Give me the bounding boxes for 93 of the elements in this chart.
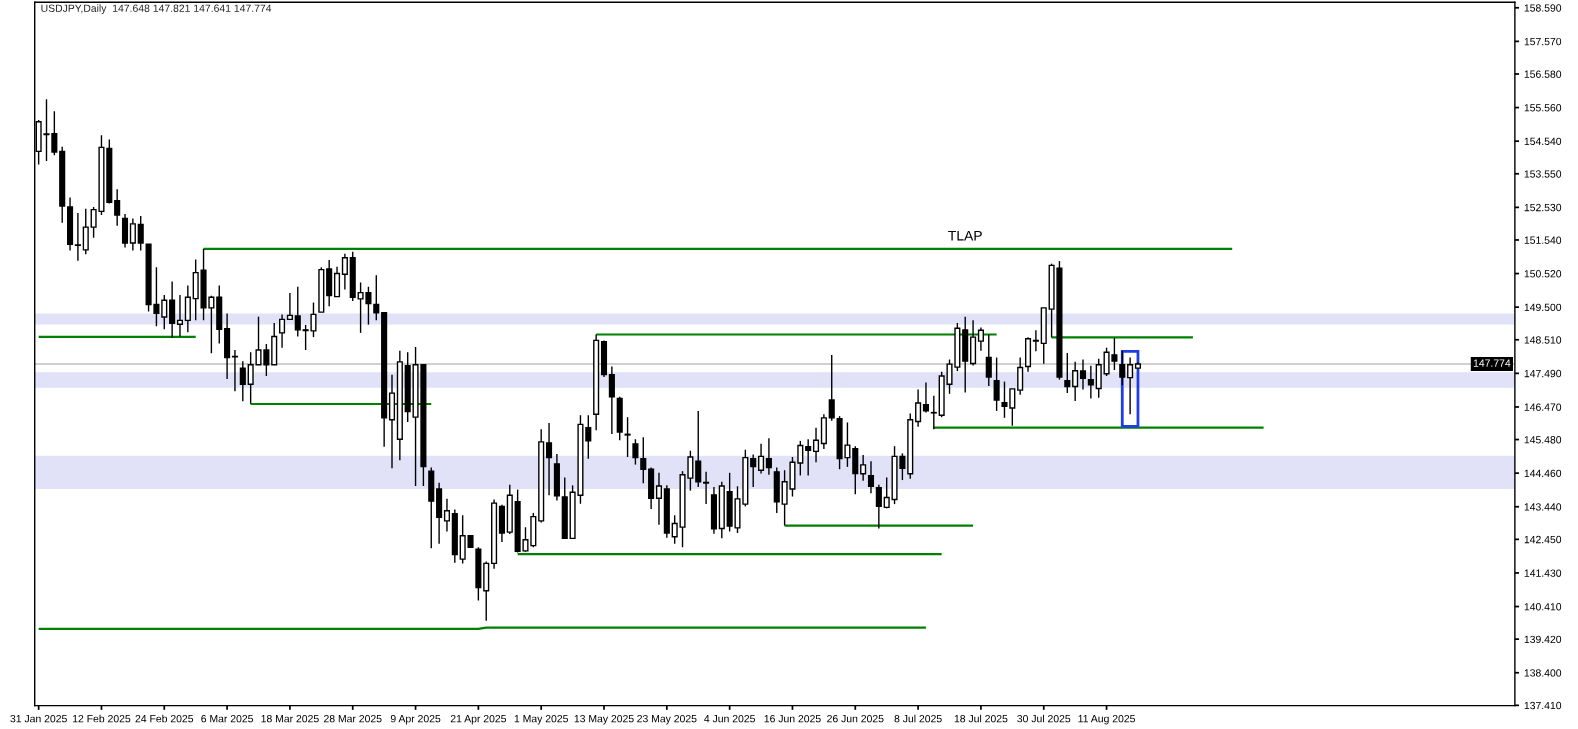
candlestick <box>333 265 341 298</box>
x-tick-label: 6 Mar 2025 <box>201 714 254 723</box>
x-tick-label: 1 May 2025 <box>514 714 568 725</box>
candlestick <box>765 437 772 476</box>
candlestick <box>373 274 380 322</box>
y-tick-label: 139.420 <box>1524 635 1562 644</box>
candlestick <box>655 472 663 526</box>
candlestick <box>703 471 710 505</box>
candlestick <box>545 422 553 496</box>
candlestick <box>74 212 81 262</box>
series-label: TLAP <box>948 230 982 241</box>
candlestick <box>867 460 875 494</box>
candlestick <box>608 365 615 435</box>
candlestick <box>279 313 286 349</box>
candlestick <box>875 483 882 530</box>
ref-line-label: 147.774 <box>1473 359 1511 367</box>
candlestick <box>930 395 937 431</box>
x-tick-label: 21 Apr 2025 <box>450 714 507 725</box>
candlestick <box>632 438 639 466</box>
x-tick-label: 11 Aug 2025 <box>1078 714 1135 725</box>
candlestick <box>184 284 191 333</box>
candlestick <box>176 294 184 338</box>
candlestick <box>231 349 239 392</box>
y-tick-label: 141.430 <box>1524 569 1562 577</box>
y-tick-label: 152.530 <box>1524 203 1562 212</box>
candlestick <box>915 388 922 428</box>
y-tick-label: 145.480 <box>1524 436 1562 444</box>
candlestick <box>161 294 168 330</box>
candlestick <box>1079 358 1087 391</box>
x-tick-label: 8 Jul 2025 <box>894 714 942 723</box>
y-tick-label: 144.460 <box>1524 469 1562 478</box>
y-tick-label: 137.410 <box>1524 701 1562 710</box>
y-tick-label: 155.560 <box>1524 104 1562 112</box>
candlestick <box>114 188 121 227</box>
candlestick <box>977 326 984 352</box>
x-tick-label: 13 May 2025 <box>574 714 634 725</box>
x-tick-label: 23 May 2025 <box>637 714 697 725</box>
x-tick-label: 28 Mar 2025 <box>324 714 382 723</box>
y-tick-label: 138.400 <box>1524 669 1562 677</box>
candlestick <box>137 215 144 252</box>
chart-title: USDJPY,Daily 147.648 147.821 147.641 147.774 <box>41 4 272 15</box>
candlestick <box>1017 356 1024 396</box>
y-tick-label: 150.520 <box>1524 270 1562 278</box>
y-tick-label: 153.550 <box>1524 170 1562 178</box>
candlestick <box>129 217 136 252</box>
candlestick <box>1064 352 1071 394</box>
x-tick-label: 16 Jun 2025 <box>764 714 821 723</box>
x-tick-label: 18 Mar 2025 <box>261 714 319 723</box>
x-tick-label: 24 Feb 2025 <box>135 714 194 723</box>
y-tick-label: 146.470 <box>1524 403 1562 411</box>
candlestick <box>294 286 301 338</box>
candlestick <box>750 453 757 488</box>
candlestick <box>805 438 812 477</box>
candlestick <box>695 410 702 488</box>
x-tick-label: 4 Jun 2025 <box>704 714 755 723</box>
y-tick-label: 142.450 <box>1524 535 1562 544</box>
y-tick-label: 149.500 <box>1524 303 1562 312</box>
candlestick <box>1119 349 1126 386</box>
x-tick-label: 31 Jan 2025 <box>10 714 67 723</box>
candlestick <box>993 356 1000 412</box>
y-tick-label: 158.590 <box>1524 4 1562 12</box>
y-tick-label: 154.540 <box>1524 137 1562 146</box>
candlestick <box>82 207 89 255</box>
x-tick-label: 9 Apr 2025 <box>390 714 441 725</box>
y-tick-label: 140.410 <box>1524 603 1562 611</box>
candlestick <box>922 381 930 414</box>
x-tick-label: 30 Jul 2025 <box>1017 714 1071 723</box>
candlestick <box>1087 365 1094 400</box>
candlestick <box>1072 361 1079 402</box>
candlestick <box>758 443 765 475</box>
y-tick-label: 148.510 <box>1524 336 1562 344</box>
candlestick <box>1095 358 1102 399</box>
candlestick <box>985 333 992 387</box>
y-tick-label: 156.580 <box>1524 70 1562 78</box>
y-tick-label: 151.540 <box>1524 236 1562 244</box>
candlestick <box>239 360 246 403</box>
candlestick <box>1127 356 1134 415</box>
x-tick-label: 12 Feb 2025 <box>73 714 131 723</box>
candlestick <box>828 354 835 422</box>
x-tick-label: 26 Jun 2025 <box>827 714 884 723</box>
x-tick-label: 18 Jul 2025 <box>954 714 1008 723</box>
candlestick <box>443 498 451 533</box>
y-tick-label: 147.490 <box>1524 369 1562 378</box>
candlestick <box>286 292 293 321</box>
candlestick <box>812 427 820 463</box>
candlestick <box>169 280 176 339</box>
candlestick <box>640 436 647 485</box>
candlestick <box>624 416 631 458</box>
y-tick-label: 143.440 <box>1524 503 1562 511</box>
candlestick <box>341 253 348 291</box>
candlestick <box>1032 329 1039 352</box>
candlestick <box>860 454 867 482</box>
y-tick-label: 157.570 <box>1524 37 1562 46</box>
